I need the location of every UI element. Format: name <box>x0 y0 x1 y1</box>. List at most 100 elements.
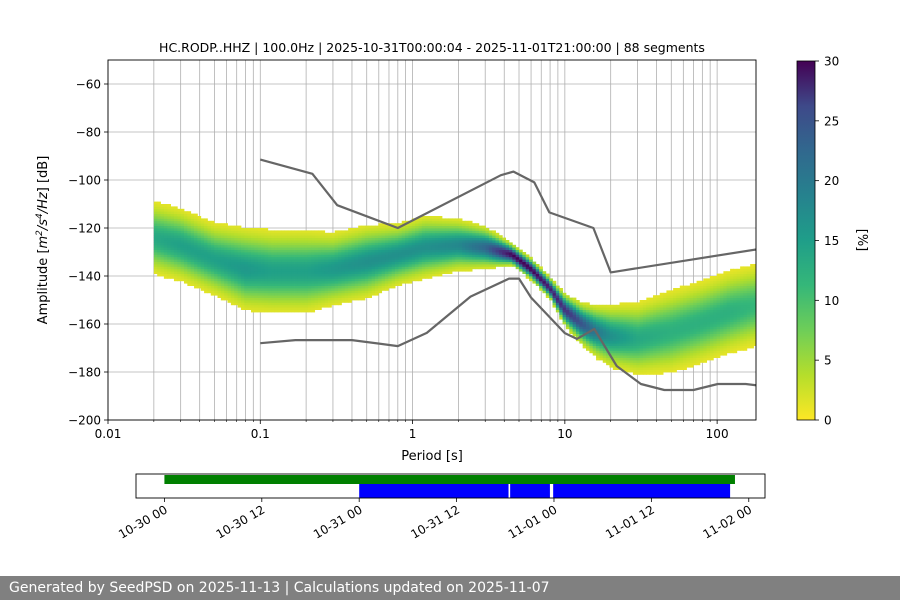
heatmap-cell <box>575 338 580 342</box>
heatmap-cell <box>709 357 714 361</box>
heatmap-cell <box>237 290 242 294</box>
heatmap-cell <box>642 343 647 346</box>
heatmap-cell <box>388 230 393 234</box>
heatmap-cell <box>214 292 218 296</box>
heatmap-cell <box>371 249 376 253</box>
heatmap-cell <box>659 355 664 358</box>
heatmap-cell <box>418 220 423 224</box>
heatmap-cell <box>743 321 748 325</box>
heatmap-cell <box>659 345 664 349</box>
heatmap-cell <box>716 350 721 354</box>
heatmap-cell <box>210 242 215 246</box>
heatmap-cell <box>378 225 383 229</box>
heatmap-cell <box>388 235 393 238</box>
heatmap-cell <box>173 225 178 229</box>
heatmap-cell <box>743 297 748 301</box>
heatmap-cell <box>529 261 533 265</box>
heatmap-cell <box>398 242 403 246</box>
heatmap-cell <box>217 242 222 246</box>
heatmap-cell <box>475 237 480 241</box>
heatmap-cell <box>555 297 560 301</box>
heatmap-cell <box>210 273 215 277</box>
heatmap-cell <box>616 319 620 322</box>
heatmap-cell <box>267 292 272 296</box>
heatmap-cell <box>374 228 379 231</box>
heatmap-cell <box>361 268 366 272</box>
heatmap-cell <box>297 309 302 313</box>
heatmap-cell <box>639 367 644 370</box>
heatmap-cell <box>230 237 235 241</box>
heatmap-cell <box>693 319 697 322</box>
heatmap-cell <box>338 295 342 298</box>
heatmap-cell <box>395 271 399 274</box>
heatmap-cell <box>679 338 684 342</box>
heatmap-cell <box>177 252 182 255</box>
heatmap-cell <box>153 216 158 219</box>
heatmap-cell <box>421 216 426 219</box>
heatmap-cell <box>475 240 480 243</box>
heatmap-cell <box>261 232 265 236</box>
heatmap-cell <box>452 235 456 238</box>
heatmap-cell <box>730 331 734 334</box>
heatmap-cell <box>575 331 580 334</box>
heatmap-cell <box>408 240 413 243</box>
heatmap-cell <box>730 307 734 310</box>
heatmap-cell <box>415 271 419 274</box>
heatmap-cell <box>274 285 279 289</box>
heatmap-cell <box>291 252 295 255</box>
heatmap-cell <box>250 266 255 270</box>
heatmap-cell <box>525 256 530 260</box>
heatmap-cell <box>441 259 446 262</box>
heatmap-cell <box>639 319 644 322</box>
heatmap-cell <box>217 225 222 229</box>
heatmap-cell <box>411 240 416 243</box>
heatmap-cell <box>281 302 285 306</box>
heatmap-cell <box>545 285 550 289</box>
heatmap-cell <box>428 252 433 255</box>
heatmap-cell <box>629 336 634 339</box>
heatmap-cell <box>297 264 302 267</box>
heatmap-cell <box>328 297 332 301</box>
heatmap-cell <box>338 292 342 296</box>
heatmap-cell <box>371 230 376 234</box>
heatmap-cell <box>338 244 342 248</box>
heatmap-cell <box>723 328 728 332</box>
heatmap-cell <box>653 345 657 349</box>
heatmap-cell <box>656 321 661 325</box>
heatmap-cell <box>281 268 285 272</box>
heatmap-cell <box>408 276 413 279</box>
heatmap-cell <box>395 259 399 262</box>
heatmap-cell <box>395 278 399 282</box>
heatmap-cell <box>341 278 346 282</box>
heatmap-cell <box>287 259 292 262</box>
heatmap-cell <box>693 338 697 342</box>
heatmap-cell <box>237 304 242 308</box>
heatmap-cell <box>220 266 225 270</box>
heatmap-cell <box>689 304 694 308</box>
heatmap-cell <box>173 271 178 274</box>
heatmap-cell <box>237 300 242 303</box>
heatmap-cell <box>693 307 697 310</box>
heatmap-cell <box>405 235 409 238</box>
heatmap-cell <box>321 304 326 308</box>
heatmap-cell <box>274 252 279 255</box>
heatmap-cell <box>237 268 242 272</box>
heatmap-cell <box>596 340 600 344</box>
heatmap-cell <box>753 321 756 325</box>
heatmap-cell <box>167 256 171 260</box>
heatmap-cell <box>602 336 607 339</box>
heatmap-cell <box>328 276 332 279</box>
heatmap-cell <box>723 297 728 301</box>
heatmap-cell <box>160 206 165 210</box>
heatmap-cell <box>753 264 756 267</box>
heatmap-cell <box>649 314 654 318</box>
heatmap-cell <box>438 225 443 229</box>
heatmap-cell <box>468 237 473 241</box>
heatmap-cell <box>374 232 379 236</box>
heatmap-cell <box>612 331 617 334</box>
heatmap-cell <box>264 266 269 270</box>
heatmap-cell <box>679 300 684 303</box>
heatmap-cell <box>599 319 604 322</box>
heatmap-cell <box>274 230 279 234</box>
heatmap-cell <box>626 304 630 308</box>
